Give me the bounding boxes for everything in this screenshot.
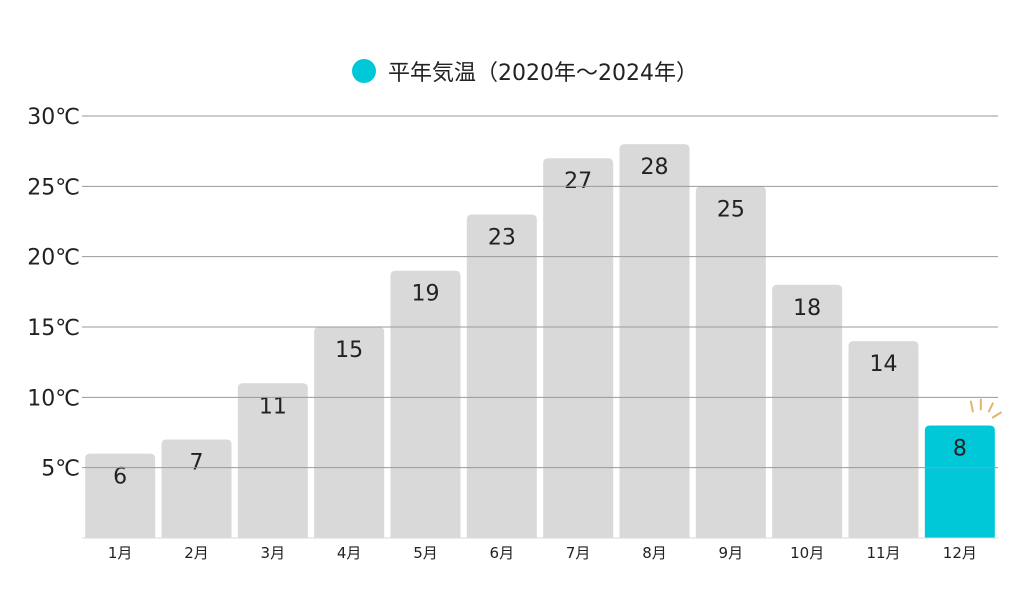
bar-value-label: 18 bbox=[793, 296, 821, 321]
y-tick-label: 5℃ bbox=[41, 457, 80, 482]
legend: 平年気温（2020年～2024年） bbox=[352, 56, 698, 86]
y-tick-label: 30℃ bbox=[27, 105, 80, 130]
x-tick-label: 5月 bbox=[413, 544, 438, 562]
legend-swatch bbox=[352, 59, 376, 83]
bar bbox=[924, 425, 995, 538]
y-tick-label: 25℃ bbox=[27, 175, 80, 200]
bar bbox=[772, 284, 843, 538]
x-tick-label: 10月 bbox=[790, 544, 824, 562]
bar bbox=[543, 158, 614, 538]
y-tick-label: 10℃ bbox=[27, 386, 80, 411]
bars: 6 1月 7 2月 11 3月 15 4月 19 5月 23 6月 27 7月 28 8月 25 9月 18 10月 1… bbox=[85, 144, 1002, 562]
bar bbox=[85, 453, 156, 538]
highlight-sparkle bbox=[969, 398, 1002, 419]
bar-value-label: 7 bbox=[190, 451, 204, 476]
bar bbox=[848, 341, 919, 538]
bar-value-label: 23 bbox=[488, 225, 516, 250]
x-tick-label: 1月 bbox=[108, 544, 133, 562]
sparkle-stroke bbox=[969, 400, 974, 413]
x-tick-label: 7月 bbox=[566, 544, 591, 562]
y-grid: 5℃ 10℃ 15℃ 20℃ 25℃ 30℃ bbox=[27, 105, 998, 539]
bar-value-label: 28 bbox=[641, 155, 669, 180]
x-tick-label: 9月 bbox=[719, 544, 744, 562]
x-tick-label: 6月 bbox=[490, 544, 515, 562]
legend-label: 平年気温（2020年～2024年） bbox=[388, 61, 698, 86]
bar bbox=[237, 383, 308, 538]
bar-value-label: 8 bbox=[953, 436, 967, 461]
bar bbox=[466, 214, 537, 538]
bar bbox=[619, 144, 690, 538]
x-tick-label: 8月 bbox=[642, 544, 667, 562]
bar bbox=[695, 186, 766, 539]
sparkle-stroke bbox=[991, 411, 1002, 419]
y-tick-label: 20℃ bbox=[27, 246, 80, 271]
x-tick-label: 4月 bbox=[337, 544, 362, 562]
bar-value-label: 15 bbox=[335, 338, 363, 363]
bar-value-label: 25 bbox=[717, 197, 745, 222]
y-tick-label: 15℃ bbox=[27, 316, 80, 341]
bar-value-label: 6 bbox=[113, 465, 127, 490]
x-tick-label: 2月 bbox=[184, 544, 209, 562]
bar-value-label: 14 bbox=[870, 352, 898, 377]
bar-value-label: 27 bbox=[564, 169, 592, 194]
bar bbox=[161, 439, 232, 538]
x-tick-label: 11月 bbox=[866, 544, 900, 562]
sparkle-stroke bbox=[987, 402, 994, 413]
bar-value-label: 11 bbox=[259, 394, 287, 419]
bar bbox=[314, 327, 385, 538]
bar-value-label: 19 bbox=[412, 282, 440, 307]
x-tick-label: 3月 bbox=[261, 544, 286, 562]
x-tick-label: 12月 bbox=[943, 544, 977, 562]
bar bbox=[390, 270, 461, 538]
